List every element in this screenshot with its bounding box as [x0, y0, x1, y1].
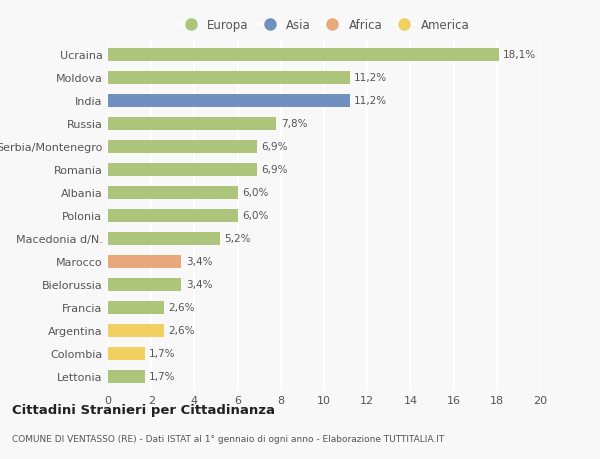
Legend: Europa, Asia, Africa, America: Europa, Asia, Africa, America — [179, 19, 469, 32]
Bar — [108, 324, 164, 337]
Text: 7,8%: 7,8% — [281, 119, 307, 129]
Bar — [108, 49, 499, 62]
Text: 1,7%: 1,7% — [149, 371, 176, 381]
Text: 5,2%: 5,2% — [224, 234, 251, 244]
Text: 6,9%: 6,9% — [262, 142, 288, 152]
Bar — [108, 278, 181, 291]
Bar — [108, 209, 238, 222]
Text: 1,7%: 1,7% — [149, 348, 176, 358]
Text: 18,1%: 18,1% — [503, 50, 536, 60]
Text: 2,6%: 2,6% — [169, 302, 195, 313]
Bar — [108, 370, 145, 383]
Bar — [108, 232, 220, 245]
Bar — [108, 186, 238, 199]
Bar — [108, 118, 277, 130]
Text: 6,0%: 6,0% — [242, 188, 268, 198]
Bar — [108, 347, 145, 360]
Text: 3,4%: 3,4% — [186, 280, 212, 290]
Bar — [108, 95, 350, 107]
Text: Cittadini Stranieri per Cittadinanza: Cittadini Stranieri per Cittadinanza — [12, 403, 275, 416]
Bar — [108, 301, 164, 314]
Text: 2,6%: 2,6% — [169, 325, 195, 336]
Text: 11,2%: 11,2% — [354, 96, 388, 106]
Bar — [108, 72, 350, 84]
Bar — [108, 255, 181, 268]
Text: 6,9%: 6,9% — [262, 165, 288, 175]
Text: 6,0%: 6,0% — [242, 211, 268, 221]
Text: 11,2%: 11,2% — [354, 73, 388, 83]
Text: 3,4%: 3,4% — [186, 257, 212, 267]
Bar — [108, 163, 257, 176]
Bar — [108, 140, 257, 153]
Text: COMUNE DI VENTASSO (RE) - Dati ISTAT al 1° gennaio di ogni anno - Elaborazione T: COMUNE DI VENTASSO (RE) - Dati ISTAT al … — [12, 434, 444, 442]
